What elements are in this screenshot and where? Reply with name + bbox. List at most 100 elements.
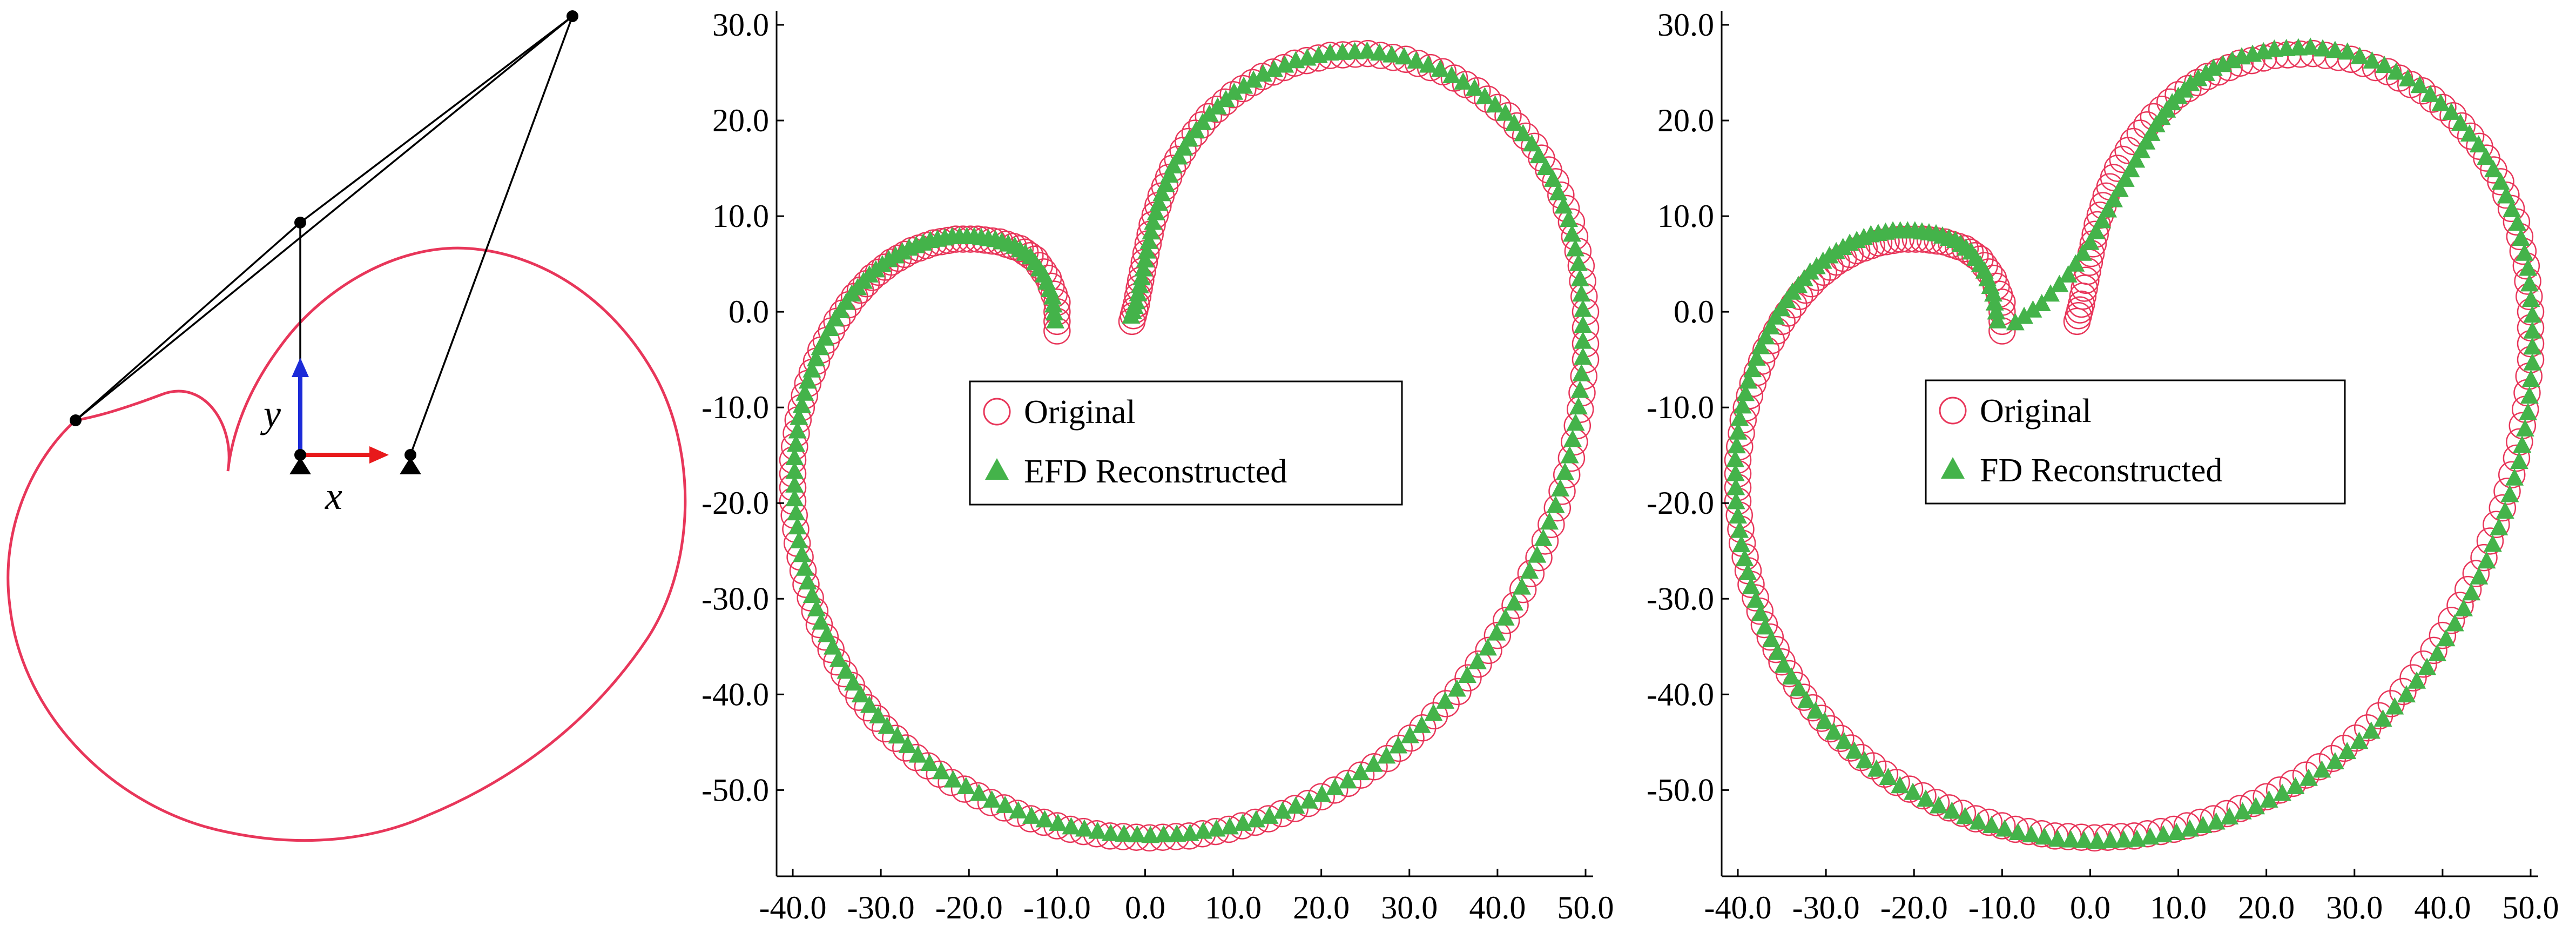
reconstructed-point	[2299, 768, 2318, 786]
reconstructed-point	[1560, 210, 1579, 227]
reconstructed-point	[1528, 545, 1547, 563]
original-point	[2476, 527, 2504, 555]
reconstructed-point	[2220, 807, 2239, 825]
y-tick-label: -10.0	[702, 390, 769, 425]
chart-fd: 30.0 20.0 10.0 0.0 -10.0 -20.0 -30.0 -40.0 -50.0…	[1647, 7, 2559, 925]
reconstructed-point	[2041, 284, 2060, 302]
chart-efd: 30.0 20.0 10.0 0.0 -10.0 -20.0 -30.0 -40.0 -50.0…	[702, 7, 1614, 925]
original-point	[1239, 69, 1266, 97]
original-point	[1219, 80, 1247, 109]
reconstructed-point	[2325, 41, 2344, 58]
reconstructed-point	[785, 461, 804, 479]
reconstructed-point	[1570, 269, 1589, 286]
reconstructed-point	[1312, 784, 1331, 802]
ground-pivot-icon	[400, 457, 421, 474]
reconstructed-point	[1168, 824, 1186, 842]
reconstructed-point	[1855, 751, 1874, 769]
reconstructed-point	[898, 735, 917, 753]
reconstructed-point	[1551, 479, 1570, 496]
reconstructed-point	[1364, 754, 1383, 772]
original-point	[2483, 511, 2510, 539]
reconstructed-point	[2024, 300, 2042, 318]
reconstructed-point	[2093, 211, 2112, 229]
reconstructed-point	[2032, 293, 2051, 311]
reconstructed-point	[2515, 243, 2534, 261]
reconstructed-point	[2325, 752, 2344, 770]
reconstructed-point	[1286, 796, 1305, 814]
reconstructed-point	[2194, 816, 2213, 834]
reconstructed-point	[844, 673, 863, 691]
reconstructed-point	[1062, 817, 1081, 835]
y-tick-label: 30.0	[1657, 7, 1714, 43]
reconstructed-point	[2437, 629, 2456, 647]
reconstructed-point	[2114, 830, 2133, 848]
reconstructed-point	[1400, 726, 1419, 743]
reconstructed-point	[1144, 212, 1163, 230]
reconstructed-point	[2180, 819, 2199, 837]
reconstructed-point	[2454, 599, 2473, 616]
reconstructed-point	[1424, 703, 1443, 721]
reconstructed-point	[2312, 760, 2331, 778]
reconstructed-point	[1569, 397, 1588, 415]
reconstructed-point	[2233, 802, 2252, 820]
y-tick-label: 0.0	[729, 294, 769, 330]
reconstructed-point	[823, 637, 842, 655]
reconstructed-point	[1746, 590, 1765, 608]
reconstructed-point	[2247, 797, 2265, 815]
reconstructed-point	[1254, 64, 1273, 82]
reconstructed-point	[969, 783, 988, 801]
reconstructed-point	[2503, 199, 2521, 217]
reconstructed-point	[1727, 478, 1745, 495]
reconstructed-point	[1985, 293, 2004, 311]
reconstructed-point	[1891, 776, 1910, 794]
reconstructed-point	[2289, 38, 2308, 56]
reconstructed-point	[1733, 396, 1752, 414]
reconstructed-point	[2048, 829, 2067, 847]
reconstructed-point	[1338, 771, 1357, 789]
reconstructed-point	[1916, 789, 1935, 807]
reconstructed-point	[956, 777, 975, 795]
reconstructed-point	[1543, 169, 1562, 187]
reconstructed-point	[2513, 435, 2532, 453]
reconstructed-point	[1943, 801, 1961, 819]
reconstructed-point	[1436, 691, 1455, 709]
reconstructed-point	[1904, 782, 1923, 800]
reconstructed-point	[788, 421, 807, 439]
reconstructed-point	[1513, 577, 1532, 595]
reconstructed-point	[1496, 608, 1515, 626]
reconstructed-point	[2520, 274, 2539, 292]
reconstructed-point	[2022, 825, 2041, 843]
x-tick-label: 30.0	[2326, 890, 2383, 925]
reconstructed-point	[2520, 386, 2539, 404]
reconstructed-point	[1141, 826, 1160, 843]
reconstructed-point	[2207, 812, 2226, 830]
original-point	[1444, 677, 1472, 706]
y-tick-label: 10.0	[1657, 198, 1714, 234]
reconstructed-point	[1022, 806, 1041, 824]
y-tick-label: -20.0	[702, 485, 769, 521]
reconstructed-point	[1447, 679, 1466, 697]
reconstructed-point	[2050, 274, 2069, 292]
reconstructed-point	[790, 531, 808, 549]
original-point	[1790, 683, 1818, 711]
reconstructed-point	[785, 448, 804, 466]
legend-box	[969, 380, 1403, 506]
original-point	[1454, 664, 1482, 692]
y-tick-label: -10.0	[1647, 390, 1714, 425]
original-point	[2470, 543, 2498, 572]
reconstructed-point	[1514, 124, 1533, 142]
original-point	[2429, 93, 2457, 122]
reconstructed-point	[2451, 113, 2470, 131]
reconstructed-point	[1546, 495, 1565, 513]
reconstructed-point	[1309, 45, 1328, 63]
reconstructed-point	[2490, 518, 2508, 535]
reconstructed-point	[2265, 39, 2284, 57]
reconstructed-point	[1134, 259, 1153, 277]
reconstructed-point	[2519, 258, 2538, 276]
reconstructed-point	[1454, 72, 1473, 90]
reconstructed-point	[1142, 222, 1161, 240]
original-point	[2437, 607, 2465, 634]
reconstructed-point	[2081, 232, 2100, 250]
legend-triangle-icon	[985, 458, 1009, 480]
reconstructed-point	[785, 475, 804, 493]
